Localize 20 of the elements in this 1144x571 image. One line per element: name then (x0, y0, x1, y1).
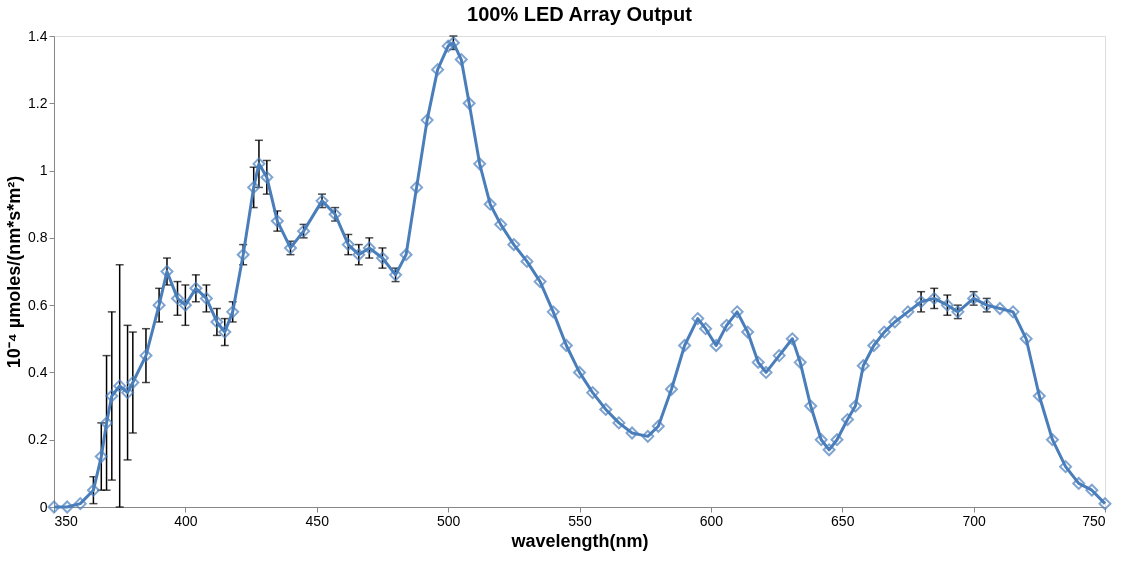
y-tick-label: 1.2 (28, 94, 48, 111)
y-tick-label: 1.4 (28, 27, 48, 44)
x-axis-title: wavelength(nm) (510, 530, 649, 551)
x-tick-label: 650 (831, 512, 855, 529)
chart-title: 100% LED Array Output (467, 3, 693, 25)
y-tick-label: 0.2 (28, 431, 48, 448)
x-tick-label: 450 (305, 512, 330, 529)
x-tick-label: 600 (699, 512, 724, 529)
y-tick-label: 0.6 (28, 296, 48, 313)
y-tick-label: 0.4 (28, 363, 48, 380)
x-tick-label: 700 (962, 512, 987, 529)
y-tick-label: 0.8 (28, 229, 48, 246)
y-tick-label: 0 (39, 498, 48, 515)
x-tick-label: 500 (436, 512, 461, 529)
y-tick-label: 1 (39, 162, 48, 179)
x-tick-label: 750 (1082, 512, 1106, 529)
x-tick-label: 550 (568, 512, 592, 529)
x-tick-label: 350 (54, 512, 79, 529)
y-axis-title: 10⁻⁴ µmoles/(nm*s*m²) (4, 175, 25, 369)
x-tick-label: 400 (174, 512, 198, 529)
